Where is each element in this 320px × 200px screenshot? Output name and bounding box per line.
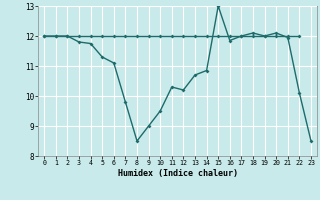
- X-axis label: Humidex (Indice chaleur): Humidex (Indice chaleur): [118, 169, 238, 178]
